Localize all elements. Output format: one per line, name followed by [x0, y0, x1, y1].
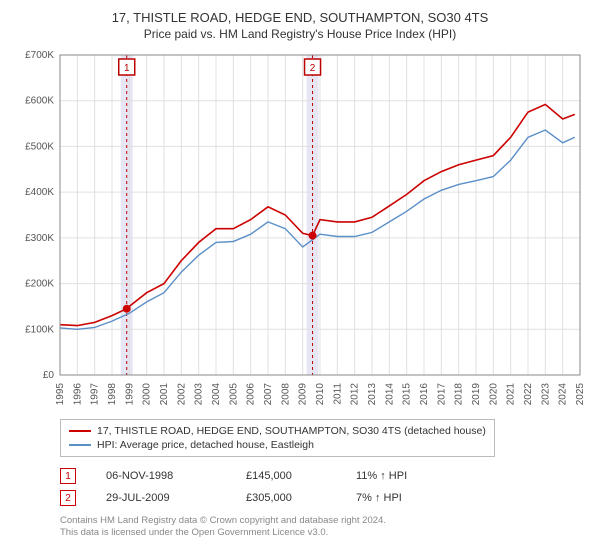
event-price: £305,000: [246, 492, 326, 504]
svg-text:2011: 2011: [332, 383, 343, 405]
svg-text:2021: 2021: [506, 383, 517, 406]
svg-text:£400K: £400K: [25, 187, 54, 198]
svg-text:2003: 2003: [194, 383, 205, 406]
svg-text:2006: 2006: [246, 383, 257, 406]
svg-text:£700K: £700K: [25, 50, 54, 61]
svg-text:1: 1: [124, 63, 130, 74]
svg-text:2007: 2007: [263, 383, 274, 406]
legend-swatch: [69, 444, 91, 446]
svg-text:2025: 2025: [575, 383, 586, 406]
chart-container: 17, THISTLE ROAD, HEDGE END, SOUTHAMPTON…: [0, 0, 600, 560]
svg-text:2015: 2015: [402, 383, 413, 406]
line-chart-svg: £0 £100K £200K £300K £400K £500K £600K £700K 199…: [12, 49, 588, 409]
event-row: 2 29-JUL-2009 £305,000 7% ↑ HPI: [60, 487, 588, 509]
events-table: 1 06-NOV-1998 £145,000 11% ↑ HPI 2 29-JUL-200…: [60, 465, 588, 509]
svg-text:2020: 2020: [488, 383, 499, 406]
svg-text:2: 2: [310, 63, 316, 74]
svg-text:2010: 2010: [315, 383, 326, 406]
svg-text:1999: 1999: [124, 383, 135, 406]
svg-text:2000: 2000: [142, 383, 153, 406]
svg-text:2019: 2019: [471, 383, 482, 406]
chart-plot: £0 £100K £200K £300K £400K £500K £600K £700K 199…: [12, 49, 588, 409]
event-date: 29-JUL-2009: [106, 492, 216, 504]
event-hpi: 11% ↑ HPI: [356, 470, 436, 482]
legend-label: 17, THISTLE ROAD, HEDGE END, SOUTHAMPTON…: [97, 425, 486, 437]
legend-swatch: [69, 430, 91, 432]
svg-text:£300K: £300K: [25, 233, 54, 244]
svg-text:2005: 2005: [228, 383, 239, 406]
svg-text:2023: 2023: [540, 383, 551, 406]
event-row: 1 06-NOV-1998 £145,000 11% ↑ HPI: [60, 465, 588, 487]
footer-line-1: Contains HM Land Registry data © Crown c…: [60, 515, 588, 527]
svg-text:2002: 2002: [176, 383, 187, 406]
event-hpi: 7% ↑ HPI: [356, 492, 436, 504]
chart-title: 17, THISTLE ROAD, HEDGE END, SOUTHAMPTON…: [12, 10, 588, 25]
chart-subtitle: Price paid vs. HM Land Registry's House …: [12, 27, 588, 41]
svg-text:1996: 1996: [72, 383, 83, 406]
svg-text:2008: 2008: [280, 383, 291, 406]
svg-text:£600K: £600K: [25, 96, 54, 107]
svg-text:£0: £0: [43, 370, 55, 381]
svg-text:2024: 2024: [558, 383, 569, 406]
event-date: 06-NOV-1998: [106, 470, 216, 482]
svg-text:2012: 2012: [350, 383, 361, 406]
svg-text:1998: 1998: [107, 383, 118, 406]
svg-text:2009: 2009: [298, 383, 309, 406]
footer-line-2: This data is licensed under the Open Gov…: [60, 527, 588, 539]
svg-text:2016: 2016: [419, 383, 430, 406]
event-price: £145,000: [246, 470, 326, 482]
event-badge: 1: [60, 468, 76, 484]
svg-text:2017: 2017: [436, 383, 447, 406]
svg-text:2014: 2014: [384, 383, 395, 406]
svg-text:1997: 1997: [90, 383, 101, 406]
svg-text:2001: 2001: [159, 383, 170, 406]
legend-label: HPI: Average price, detached house, East…: [97, 439, 314, 451]
svg-text:2004: 2004: [211, 383, 222, 406]
legend: 17, THISTLE ROAD, HEDGE END, SOUTHAMPTON…: [60, 419, 495, 457]
svg-text:1995: 1995: [55, 383, 66, 406]
footer: Contains HM Land Registry data © Crown c…: [60, 515, 588, 540]
event-badge: 2: [60, 490, 76, 506]
svg-text:£200K: £200K: [25, 279, 54, 290]
svg-text:2013: 2013: [367, 383, 378, 406]
svg-text:£100K: £100K: [25, 324, 54, 335]
svg-text:£500K: £500K: [25, 141, 54, 152]
svg-text:2022: 2022: [523, 383, 534, 406]
svg-text:2018: 2018: [454, 383, 465, 406]
legend-row: 17, THISTLE ROAD, HEDGE END, SOUTHAMPTON…: [69, 424, 486, 438]
legend-row: HPI: Average price, detached house, East…: [69, 438, 486, 452]
